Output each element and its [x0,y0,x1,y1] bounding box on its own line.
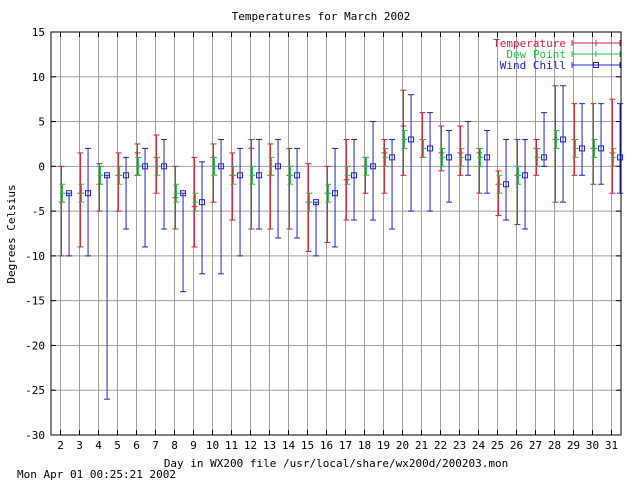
data-point [218,163,225,170]
x-tick-label: 2 [57,439,64,452]
x-tick-label: 26 [510,439,523,452]
x-tick-label: 27 [529,439,542,452]
legend-marker [593,62,599,68]
y-tick-label: -10 [25,250,45,263]
legend-label: Temperature [493,37,566,50]
data-point [446,154,453,161]
data-point [142,163,149,170]
data-point [66,190,73,197]
data-point [294,172,301,179]
data-point [522,172,529,179]
x-tick-label: 17 [339,439,352,452]
data-point [484,154,491,161]
data-point [85,190,92,197]
data-point [123,172,130,179]
x-tick-label: 9 [190,439,197,452]
data-point [161,163,168,170]
y-tick-label: -20 [25,339,45,352]
chart-title: Temperatures for March 2002 [232,10,411,23]
data-point [408,136,415,143]
y-tick-label: 10 [32,71,45,84]
axes [50,31,622,436]
x-tick-label: 24 [472,439,486,452]
y-tick-label: 5 [38,116,45,129]
series-temperature [58,85,616,257]
data-point [465,154,472,161]
legend-label: Wind Chill [500,59,566,72]
x-tick-label: 19 [377,439,390,452]
x-tick-labels: 2 3 4 5 6 7 8 9 10 11 12 13 14 15 16 17 18 19 20 21 22 23 24 25… [57,439,618,452]
data-point [427,145,434,152]
data-point [313,199,320,206]
x-tick-label: 29 [567,439,580,452]
x-tick-label: 23 [453,439,466,452]
x-tick-label: 31 [605,439,618,452]
data-point [332,190,339,197]
x-tick-label: 4 [95,439,102,452]
x-tick-label: 6 [133,439,140,452]
data-point [579,145,586,152]
data-point [370,163,377,170]
x-tick-label: 30 [586,439,599,452]
y-tick-label: -25 [25,384,45,397]
series-wind-chill [66,85,624,400]
legend-label: Dew Point [506,48,566,61]
y-tick-label: -30 [25,429,45,442]
x-tick-label: 12 [244,439,257,452]
series-dew-point [59,130,617,212]
x-tick-label: 15 [301,439,314,452]
plot-frame [50,31,622,436]
x-axis-label: Day in WX200 file /usr/local/share/wx200… [164,457,508,470]
y-tick-label: -15 [25,295,45,308]
y-axis-label: Degrees Celsius [5,184,18,283]
data-point [598,145,605,152]
y-tick-label: 15 [32,26,45,39]
x-tick-label: 5 [114,439,121,452]
data-point [503,181,510,188]
x-tick-label: 10 [206,439,219,452]
x-tick-label: 28 [548,439,561,452]
x-tick-label: 13 [263,439,276,452]
x-tick-label: 20 [396,439,409,452]
y-tick-labels: -30 -25 -20 -15 -10 -5 0 5 10 15 [25,26,45,442]
data-point [104,172,111,179]
x-tick-label: 18 [358,439,371,452]
x-tick-label: 11 [225,439,238,452]
x-tick-label: 14 [282,439,296,452]
data-point [541,154,548,161]
data-point [256,172,263,179]
data-point [237,172,244,179]
x-tick-label: 21 [415,439,428,452]
footer-timestamp: Mon Apr 01 00:25:21 2002 [17,468,176,480]
x-tick-label: 7 [152,439,159,452]
data-point [180,190,187,197]
data-point [389,154,396,161]
x-tick-label: 22 [434,439,447,452]
x-tick-label: 8 [171,439,178,452]
data-point [351,172,358,179]
x-tick-label: 3 [76,439,83,452]
grid-lines [51,31,621,436]
series-layer [58,85,624,400]
y-tick-label: 0 [38,160,45,173]
x-tick-label: 16 [320,439,333,452]
x-tick-label: 25 [491,439,504,452]
data-point [560,136,567,143]
data-point [275,163,282,170]
data-point [199,199,206,206]
data-point [617,154,624,161]
y-tick-label: -5 [32,205,45,218]
